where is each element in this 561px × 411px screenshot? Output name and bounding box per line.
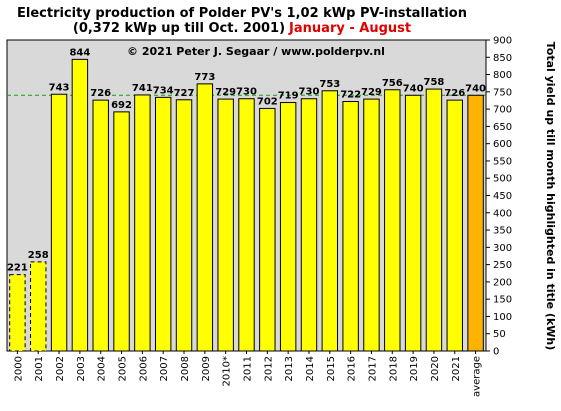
y-tick-label: 250: [493, 260, 512, 271]
y-tick-label: 50: [493, 329, 506, 340]
bar-value-label: 740: [465, 83, 486, 94]
x-axis: 2000 2001 2002 2003 2004 2005 2006 2007 2008 2009…: [13, 351, 483, 397]
x-tick-label: 2012: [263, 356, 274, 381]
y-tick-label: 100: [493, 312, 512, 323]
x-tick-label: 2009: [201, 356, 212, 381]
chart-title-period: January - August: [288, 21, 411, 36]
x-tick-label: 2010*: [222, 356, 233, 386]
bar-2014: [300, 98, 318, 352]
x-tick-label: 2000: [13, 356, 24, 381]
bar-average: [467, 94, 484, 352]
x-tick-label: 2001: [34, 356, 45, 381]
y-tick-label: 900: [493, 36, 512, 47]
y-tick-label: 450: [493, 191, 512, 202]
bar-2009: [196, 83, 214, 352]
bar-value-label: 729: [215, 87, 236, 98]
bar-2011: [238, 98, 255, 352]
bar-2008: [175, 99, 193, 352]
bar-2013: [279, 102, 297, 352]
bar-value-label: 726: [90, 88, 111, 99]
bar-2010: [217, 98, 234, 352]
bar-value-label: 722: [340, 90, 361, 101]
y-tick-label: 200: [493, 277, 512, 288]
x-tick-label: 2008: [180, 356, 191, 381]
bar-2003: [71, 58, 89, 352]
bar-2000: [9, 274, 26, 352]
x-tick-label: 2004: [97, 356, 108, 381]
x-tick-label: 2006: [138, 356, 149, 381]
y-tick-label: 550: [493, 156, 512, 167]
x-tick-label: 2020: [430, 356, 441, 381]
y-tick-label: 600: [493, 139, 512, 150]
y-tick-label: 0: [493, 347, 499, 358]
x-tick-label: 2003: [76, 356, 87, 381]
bar-value-label: 740: [403, 83, 424, 94]
bar-value-label: 258: [28, 250, 49, 261]
x-tick-label: 2016: [347, 356, 358, 381]
copyright-text: © 2021 Peter J. Segaar / www.polderpv.nl: [127, 45, 385, 58]
y-tick-label: 150: [493, 295, 512, 306]
x-tick-label: 2019: [409, 356, 420, 381]
bar-value-label: 221: [7, 263, 28, 274]
bar-value-label: 727: [174, 88, 195, 99]
bar-2016: [342, 101, 359, 352]
x-tick-label: 2021: [451, 356, 462, 381]
bar-value-label: 734: [153, 85, 174, 96]
chart-title-line-1: Electricity production of Polder PV's 1,…: [17, 6, 467, 21]
bar-2017: [363, 98, 380, 352]
y-tick-label: 400: [493, 208, 512, 219]
x-tick-label: 2002: [55, 356, 66, 381]
bar-value-label: 719: [278, 91, 299, 102]
bar-value-label: 773: [194, 72, 215, 83]
bar-2018: [384, 89, 401, 352]
x-tick-label: 2005: [118, 356, 129, 381]
x-tick-label: 2013: [284, 356, 295, 381]
x-tick-label: 2007: [159, 356, 170, 381]
y-tick-label: 800: [493, 70, 512, 81]
y-tick-label: 650: [493, 122, 512, 133]
y-axis-label: Total yield up till month highlighted in…: [544, 42, 557, 351]
x-tick-label: 2018: [388, 356, 399, 381]
bar-2005: [113, 111, 130, 352]
bar-2015: [321, 90, 339, 352]
bar-value-label: 756: [382, 78, 403, 89]
bar-2001: [30, 261, 47, 352]
bar-value-label: 726: [444, 88, 465, 99]
bar-value-label: 730: [299, 87, 320, 98]
bar-2006: [134, 94, 151, 352]
bar-2002: [50, 93, 68, 352]
x-tick-label: average: [472, 356, 483, 397]
bar-2021: [446, 99, 463, 352]
bar-value-label: 730: [236, 87, 257, 98]
x-tick-label: 2014: [305, 356, 316, 381]
chart-title-line-2-main: (0,372 kWp up till Oct. 2001): [73, 21, 285, 36]
bar-value-label: 741: [132, 83, 153, 94]
chart-title-line-2: (0,372 kWp up till Oct. 2001) January - A…: [73, 21, 411, 36]
y-tick-label: 700: [493, 105, 512, 116]
bar-2012: [259, 107, 276, 352]
bar-2004: [92, 99, 109, 352]
y-tick-label: 750: [493, 87, 512, 98]
x-tick-label: 2017: [367, 356, 378, 381]
bar-2020: [425, 88, 443, 352]
bar-value-label: 743: [49, 82, 70, 93]
bar-value-label: 758: [423, 77, 444, 88]
bar-value-label: 753: [319, 79, 340, 90]
bar-2007: [154, 96, 172, 352]
bar-value-label: 729: [361, 87, 382, 98]
bar-value-label: 844: [69, 47, 90, 58]
y-tick-label: 500: [493, 174, 512, 185]
y-tick-label: 350: [493, 226, 512, 237]
y-tick-label: 850: [493, 53, 512, 64]
x-tick-label: 2011: [243, 356, 254, 381]
x-tick-label: 2015: [326, 356, 337, 381]
y-axis: 0 50 100 150 200 250 300 350 400 450 500 550 600 650 7…: [486, 36, 512, 358]
bar-value-label: 692: [111, 100, 132, 111]
bars: [9, 58, 484, 352]
y-tick-label: 300: [493, 243, 512, 254]
bar-value-label: 702: [257, 96, 278, 107]
bar-2019: [404, 94, 422, 352]
